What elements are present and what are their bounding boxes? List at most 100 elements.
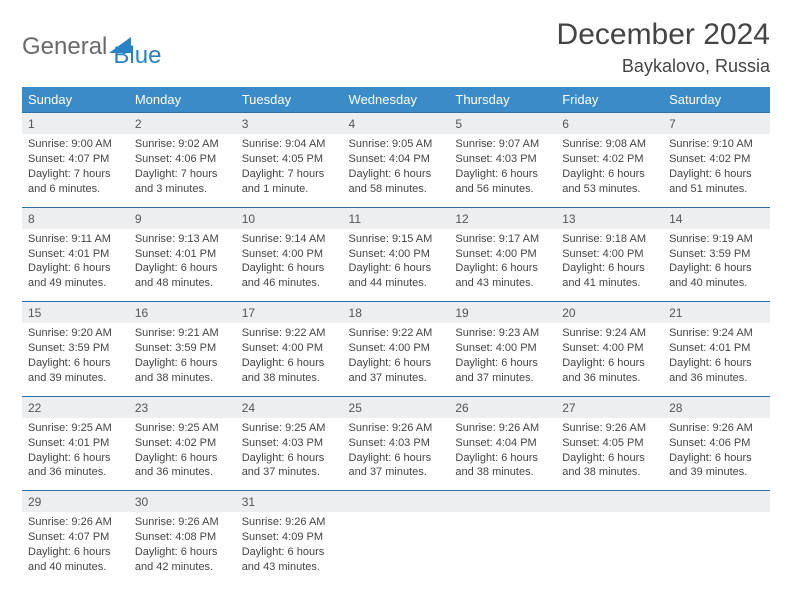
day-number-cell [343, 491, 450, 513]
day-number-cell: 9 [129, 207, 236, 229]
daylight-line: Daylight: 6 hours and 37 minutes. [349, 356, 444, 386]
sunrise-line: Sunrise: 9:00 AM [28, 137, 123, 152]
sunrise-line: Sunrise: 9:25 AM [28, 421, 123, 436]
day-header: Sunday [22, 87, 129, 113]
day-number-cell [663, 491, 770, 513]
daylight-line: Daylight: 6 hours and 56 minutes. [455, 167, 550, 197]
day-number-cell: 17 [236, 302, 343, 324]
daylight-line: Daylight: 6 hours and 36 minutes. [135, 451, 230, 481]
sunrise-line: Sunrise: 9:11 AM [28, 232, 123, 247]
day-detail-cell: Sunrise: 9:08 AMSunset: 4:02 PMDaylight:… [556, 134, 663, 207]
daylight-line: Daylight: 6 hours and 40 minutes. [28, 545, 123, 575]
logo-text-general: General [22, 33, 107, 61]
day-number-cell: 8 [22, 207, 129, 229]
day-detail-cell: Sunrise: 9:11 AMSunset: 4:01 PMDaylight:… [22, 229, 129, 302]
daylight-line: Daylight: 7 hours and 3 minutes. [135, 167, 230, 197]
sunrise-line: Sunrise: 9:24 AM [669, 326, 764, 341]
sunrise-line: Sunrise: 9:07 AM [455, 137, 550, 152]
daylight-line: Daylight: 6 hours and 58 minutes. [349, 167, 444, 197]
month-title: December 2024 [557, 18, 770, 52]
day-detail-cell [449, 512, 556, 584]
day-number-cell: 29 [22, 491, 129, 513]
daylight-line: Daylight: 6 hours and 38 minutes. [455, 451, 550, 481]
daylight-line: Daylight: 6 hours and 48 minutes. [135, 261, 230, 291]
sunset-line: Sunset: 4:00 PM [242, 247, 337, 262]
day-detail-cell: Sunrise: 9:22 AMSunset: 4:00 PMDaylight:… [236, 323, 343, 396]
day-detail-cell: Sunrise: 9:02 AMSunset: 4:06 PMDaylight:… [129, 134, 236, 207]
day-number-cell: 10 [236, 207, 343, 229]
day-number-cell: 20 [556, 302, 663, 324]
sunset-line: Sunset: 4:00 PM [349, 341, 444, 356]
daylight-line: Daylight: 6 hours and 36 minutes. [28, 451, 123, 481]
sunrise-line: Sunrise: 9:13 AM [135, 232, 230, 247]
daylight-line: Daylight: 6 hours and 37 minutes. [242, 451, 337, 481]
sunrise-line: Sunrise: 9:20 AM [28, 326, 123, 341]
day-detail-cell: Sunrise: 9:24 AMSunset: 4:01 PMDaylight:… [663, 323, 770, 396]
daylight-line: Daylight: 6 hours and 37 minutes. [455, 356, 550, 386]
day-detail-cell: Sunrise: 9:15 AMSunset: 4:00 PMDaylight:… [343, 229, 450, 302]
sunset-line: Sunset: 4:06 PM [135, 152, 230, 167]
day-header: Thursday [449, 87, 556, 113]
day-number-cell: 26 [449, 396, 556, 418]
day-detail-cell [556, 512, 663, 584]
day-detail-cell: Sunrise: 9:26 AMSunset: 4:07 PMDaylight:… [22, 512, 129, 584]
sunset-line: Sunset: 4:04 PM [349, 152, 444, 167]
daylight-line: Daylight: 6 hours and 49 minutes. [28, 261, 123, 291]
daylight-line: Daylight: 6 hours and 37 minutes. [349, 451, 444, 481]
day-number-cell: 11 [343, 207, 450, 229]
sunset-line: Sunset: 4:04 PM [455, 436, 550, 451]
day-detail-cell: Sunrise: 9:26 AMSunset: 4:06 PMDaylight:… [663, 418, 770, 491]
daylight-line: Daylight: 6 hours and 39 minutes. [28, 356, 123, 386]
sunrise-line: Sunrise: 9:26 AM [455, 421, 550, 436]
day-number-cell: 28 [663, 396, 770, 418]
day-detail-cell [343, 512, 450, 584]
title-block: December 2024 Baykalovo, Russia [557, 18, 770, 77]
daylight-line: Daylight: 6 hours and 53 minutes. [562, 167, 657, 197]
day-number-cell: 7 [663, 113, 770, 135]
daynum-row: 1234567 [22, 113, 770, 135]
sunrise-line: Sunrise: 9:25 AM [242, 421, 337, 436]
day-detail-cell: Sunrise: 9:23 AMSunset: 4:00 PMDaylight:… [449, 323, 556, 396]
day-detail-cell: Sunrise: 9:07 AMSunset: 4:03 PMDaylight:… [449, 134, 556, 207]
day-detail-cell: Sunrise: 9:26 AMSunset: 4:03 PMDaylight:… [343, 418, 450, 491]
sunset-line: Sunset: 4:00 PM [242, 341, 337, 356]
location: Baykalovo, Russia [557, 56, 770, 77]
sunset-line: Sunset: 4:00 PM [562, 341, 657, 356]
sunrise-line: Sunrise: 9:14 AM [242, 232, 337, 247]
day-number-cell: 22 [22, 396, 129, 418]
sunrise-line: Sunrise: 9:17 AM [455, 232, 550, 247]
day-number-cell [449, 491, 556, 513]
day-detail-cell: Sunrise: 9:18 AMSunset: 4:00 PMDaylight:… [556, 229, 663, 302]
sunset-line: Sunset: 4:01 PM [135, 247, 230, 262]
daynum-row: 293031 [22, 491, 770, 513]
day-header: Monday [129, 87, 236, 113]
logo-text-blue: Blue [113, 42, 161, 70]
day-detail-cell: Sunrise: 9:26 AMSunset: 4:05 PMDaylight:… [556, 418, 663, 491]
detail-row: Sunrise: 9:20 AMSunset: 3:59 PMDaylight:… [22, 323, 770, 396]
sunset-line: Sunset: 4:08 PM [135, 530, 230, 545]
day-number-cell: 21 [663, 302, 770, 324]
sunrise-line: Sunrise: 9:26 AM [135, 515, 230, 530]
day-number-cell: 31 [236, 491, 343, 513]
sunset-line: Sunset: 3:59 PM [669, 247, 764, 262]
sunset-line: Sunset: 4:00 PM [562, 247, 657, 262]
sunrise-line: Sunrise: 9:10 AM [669, 137, 764, 152]
daylight-line: Daylight: 6 hours and 38 minutes. [242, 356, 337, 386]
day-header: Saturday [663, 87, 770, 113]
day-header: Friday [556, 87, 663, 113]
sunrise-line: Sunrise: 9:23 AM [455, 326, 550, 341]
daylight-line: Daylight: 6 hours and 41 minutes. [562, 261, 657, 291]
day-number-cell: 27 [556, 396, 663, 418]
sunset-line: Sunset: 4:03 PM [455, 152, 550, 167]
sunset-line: Sunset: 4:01 PM [28, 247, 123, 262]
daylight-line: Daylight: 6 hours and 38 minutes. [562, 451, 657, 481]
day-detail-cell: Sunrise: 9:22 AMSunset: 4:00 PMDaylight:… [343, 323, 450, 396]
sunrise-line: Sunrise: 9:26 AM [242, 515, 337, 530]
detail-row: Sunrise: 9:11 AMSunset: 4:01 PMDaylight:… [22, 229, 770, 302]
daylight-line: Daylight: 6 hours and 43 minutes. [242, 545, 337, 575]
daylight-line: Daylight: 7 hours and 6 minutes. [28, 167, 123, 197]
sunrise-line: Sunrise: 9:08 AM [562, 137, 657, 152]
sunrise-line: Sunrise: 9:22 AM [242, 326, 337, 341]
sunset-line: Sunset: 4:02 PM [669, 152, 764, 167]
day-number-cell: 1 [22, 113, 129, 135]
